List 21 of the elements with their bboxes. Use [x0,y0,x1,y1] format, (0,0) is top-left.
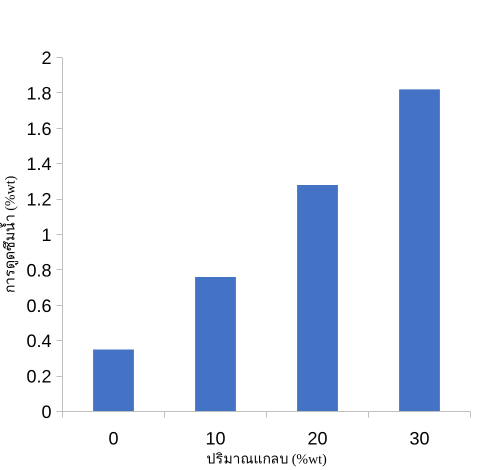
y-tick-label: 0.4 [26,331,52,352]
y-tick-label: 1.2 [26,190,52,210]
y-tick-label: 0.2 [26,366,52,387]
x-tick-label: 30 [409,428,430,448]
y-tick-label: 1.8 [26,83,52,104]
y-tick-label: 1.6 [26,118,52,139]
y-tick-label: 1 [41,225,52,245]
y-axis-title: การดูดซึมน้ำ (%wt) [0,175,18,294]
x-tick-label: 20 [307,428,328,448]
x-axis-title: ปริมาณแกลบ (%wt) [206,452,328,468]
bar [297,184,338,412]
bar [93,350,134,412]
bar [399,89,440,412]
x-tick-label: 10 [205,428,226,448]
y-tick-label: 1.4 [26,154,52,174]
bar [195,276,236,412]
y-tick-label: 2 [41,48,52,68]
x-tick-label: 0 [108,428,119,448]
y-tick-label: 0.8 [26,260,52,280]
y-tick-label: 0 [41,402,52,422]
y-tick-label: 0.6 [26,296,52,316]
